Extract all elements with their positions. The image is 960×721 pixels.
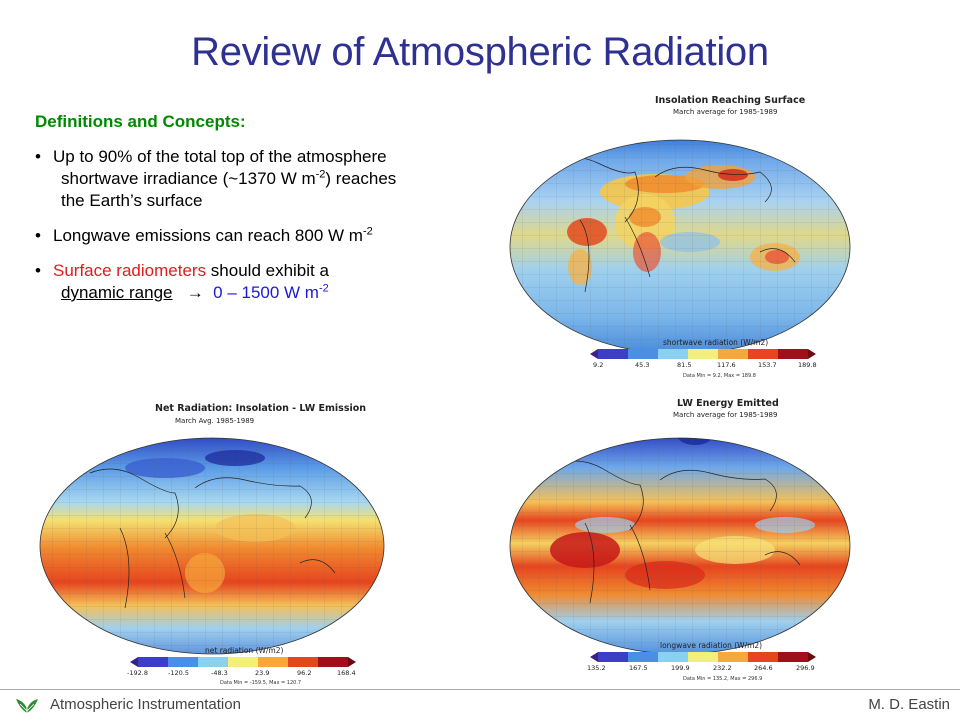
bullet-dot: • bbox=[35, 147, 41, 166]
lw-colorbar: 135.2 167.5 199.9 232.2 264.6 296.9 long… bbox=[587, 641, 816, 682]
bullet-1-line2: shortwave irradiance (~1370 W m-2) reach… bbox=[53, 168, 505, 190]
cb-tick: 264.6 bbox=[754, 664, 773, 672]
bullet-3-rest: should exhibit a bbox=[206, 261, 329, 280]
bullet-3-line2: dynamic range → 0 – 1500 W m-2 bbox=[53, 282, 505, 304]
lw-colorbar-title: longwave radiation (W/m2) bbox=[660, 641, 762, 650]
bullet-2-text: Longwave emissions can reach 800 W m bbox=[53, 226, 363, 245]
cb-tick: 135.2 bbox=[587, 664, 606, 672]
insolation-subtitle: March average for 1985-1989 bbox=[673, 108, 777, 116]
insolation-globe bbox=[510, 140, 850, 354]
bullet-1-line3: the Earth’s surface bbox=[61, 191, 203, 210]
cb-tick: 168.4 bbox=[337, 669, 356, 677]
leaf-logo-icon bbox=[16, 699, 38, 713]
net-globe bbox=[40, 438, 384, 654]
insolation-colorbar-title: shortwave radiation (W/m2) bbox=[663, 338, 768, 347]
bullet-1-sup: -2 bbox=[315, 168, 326, 181]
bullet-dot: • bbox=[35, 261, 41, 280]
cb-tick: 296.9 bbox=[796, 664, 815, 672]
lw-data-note: Data Min = 135.2, Max = 296.9 bbox=[683, 676, 762, 682]
insolation-title: Insolation Reaching Surface bbox=[655, 95, 805, 106]
cb-tick: 153.7 bbox=[758, 361, 777, 369]
cb-tick: 23.9 bbox=[255, 669, 269, 677]
slide-title: Review of Atmospheric Radiation bbox=[191, 30, 769, 74]
lw-emitted-map-panel: LW Energy Emitted March average for 1985… bbox=[505, 395, 855, 685]
cb-tick: -48.3 bbox=[211, 669, 228, 677]
cb-tick: 9.2 bbox=[593, 361, 603, 369]
bullet-shortwave: • Up to 90% of the total top of the atmo… bbox=[35, 146, 505, 212]
cb-tick: 189.8 bbox=[798, 361, 817, 369]
lw-title: LW Energy Emitted bbox=[677, 398, 779, 409]
bullet-radiometers: • Surface radiometers should exhibit a d… bbox=[35, 260, 505, 304]
bullet-1-line2-text: shortwave irradiance (~1370 W m bbox=[61, 169, 316, 188]
bullet-1-line1: Up to 90% of the total top of the atmosp… bbox=[53, 147, 387, 166]
net-data-note: Data Min = -159.5, Max = 120.7 bbox=[220, 680, 301, 686]
bullet-3-red: Surface radiometers bbox=[53, 261, 207, 280]
dynamic-range-label: dynamic range bbox=[61, 283, 173, 302]
cb-tick: -120.5 bbox=[168, 669, 189, 677]
net-colorbar-title: net radiation (W/m2) bbox=[205, 646, 284, 655]
slide-footer: Atmospheric Instrumentation M. D. Eastin bbox=[0, 689, 960, 721]
net-subtitle: March Avg. 1985-1989 bbox=[175, 417, 254, 425]
bullet-1-line2-end: ) reaches bbox=[325, 169, 397, 188]
insolation-map-panel: Insolation Reaching Surface March averag… bbox=[505, 92, 855, 382]
cb-tick: -192.8 bbox=[127, 669, 148, 677]
cb-tick: 81.5 bbox=[677, 361, 691, 369]
cb-tick: 96.2 bbox=[297, 669, 311, 677]
cb-tick: 45.3 bbox=[635, 361, 649, 369]
section-heading: Definitions and Concepts: bbox=[35, 112, 246, 131]
cb-tick: 117.6 bbox=[717, 361, 736, 369]
footer-course: Atmospheric Instrumentation bbox=[50, 696, 241, 713]
cb-tick: 232.2 bbox=[713, 664, 732, 672]
bullet-2-sup: -2 bbox=[362, 225, 373, 238]
range-sup: -2 bbox=[318, 282, 329, 295]
bullet-dot: • bbox=[35, 226, 41, 245]
definitions-block: Definitions and Concepts: • Up to 90% of… bbox=[35, 112, 505, 317]
cb-tick: 199.9 bbox=[671, 664, 690, 672]
insolation-data-note: Data Min = 9.2, Max = 189.8 bbox=[683, 373, 756, 379]
lw-subtitle: March average for 1985-1989 bbox=[673, 411, 777, 419]
net-colorbar: -192.8 -120.5 -48.3 23.9 96.2 168.4 net … bbox=[127, 646, 356, 686]
bullet-longwave: • Longwave emissions can reach 800 W m-2 bbox=[35, 225, 505, 247]
net-radiation-map-panel: Net Radiation: Insolation - LW Emission … bbox=[35, 398, 390, 686]
cb-tick: 167.5 bbox=[629, 664, 648, 672]
insolation-colorbar: 9.2 45.3 81.5 117.6 153.7 189.8 shortwav… bbox=[590, 338, 817, 379]
lw-globe bbox=[510, 438, 850, 654]
range-value: 0 – 1500 W m bbox=[213, 283, 319, 302]
net-title: Net Radiation: Insolation - LW Emission bbox=[155, 403, 366, 414]
arrow: → bbox=[186, 283, 204, 302]
footer-author: M. D. Eastin bbox=[868, 696, 950, 713]
